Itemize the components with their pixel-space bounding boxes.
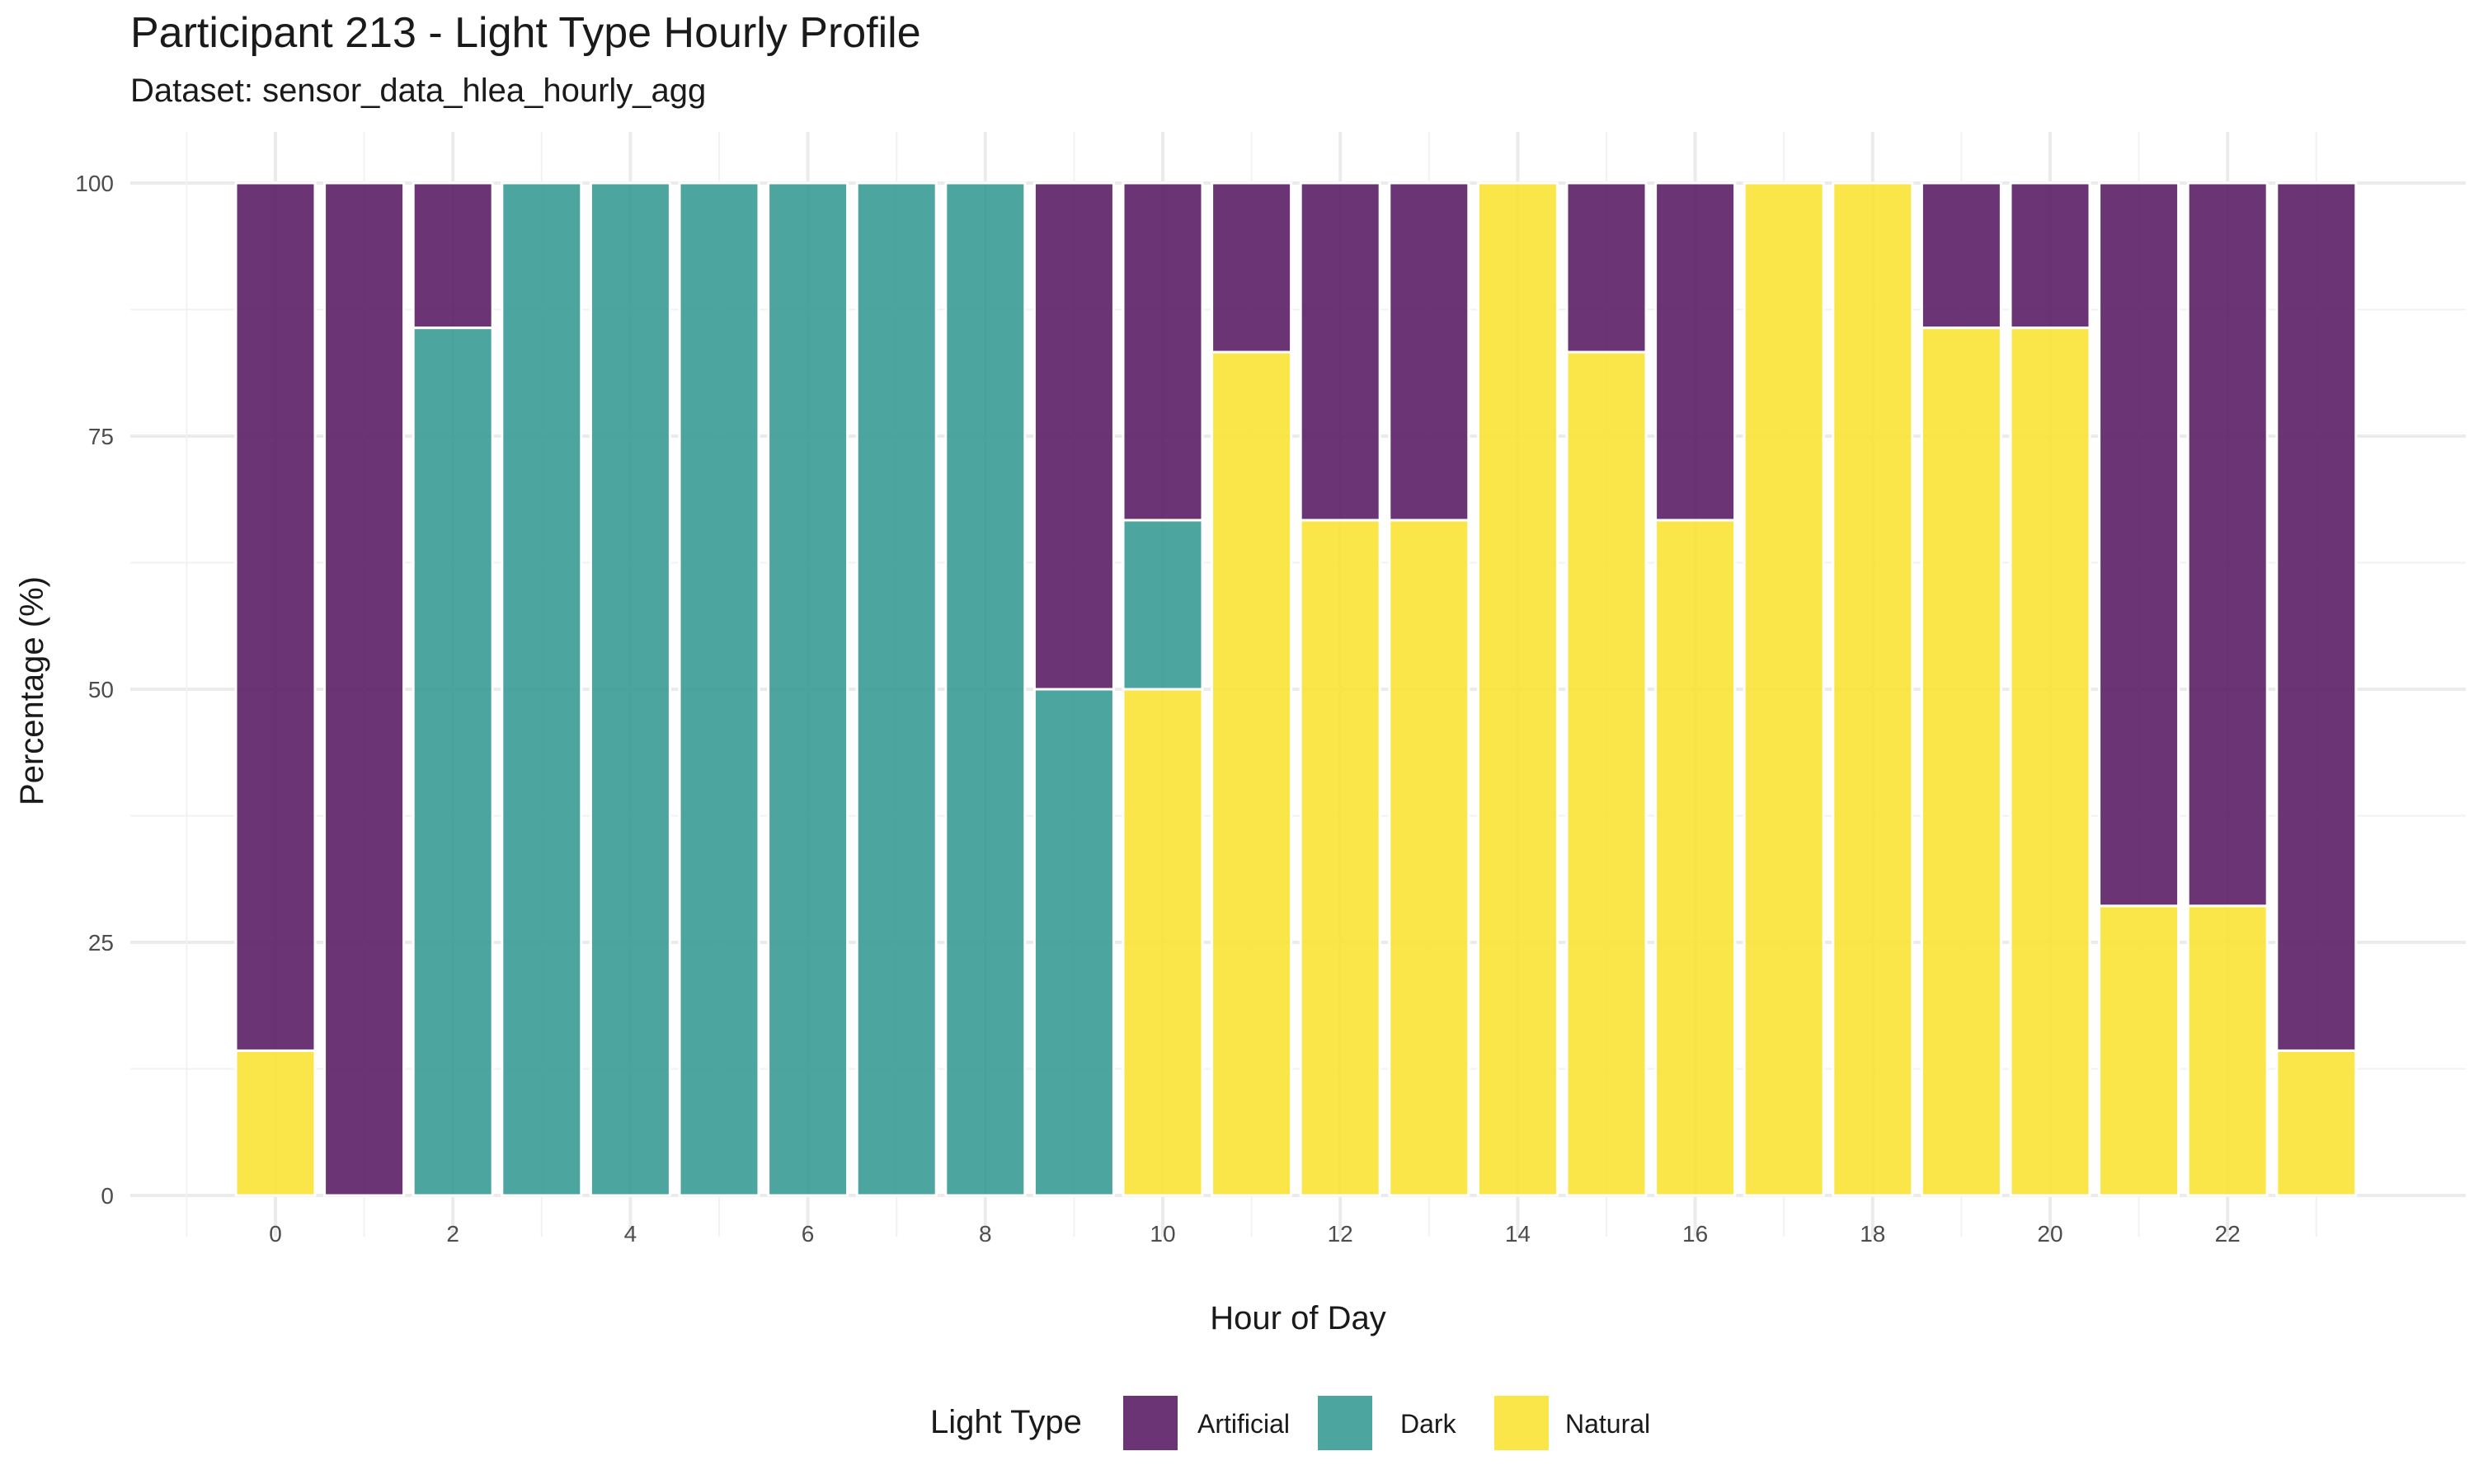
x-tick-label: 6 bbox=[802, 1221, 815, 1247]
y-tick-label: 50 bbox=[88, 677, 114, 702]
bar-dark-hour-5 bbox=[678, 181, 760, 1197]
bar-artificial-hour-21 bbox=[2098, 181, 2180, 908]
bar-artificial-hour-0 bbox=[234, 181, 317, 1052]
chart-subtitle: Dataset: sensor_data_hlea_hourly_agg bbox=[130, 73, 707, 109]
bar-artificial-hour-10 bbox=[1122, 181, 1204, 522]
bar-natural-hour-16 bbox=[1654, 519, 1737, 1197]
bar-natural-hour-18 bbox=[1832, 181, 1914, 1197]
x-tick-label: 8 bbox=[979, 1221, 992, 1247]
bar-artificial-hour-23 bbox=[2275, 181, 2358, 1052]
bar-natural-hour-15 bbox=[1565, 350, 1648, 1197]
bars bbox=[234, 181, 2358, 1197]
bar-natural-hour-21 bbox=[2098, 904, 2180, 1197]
y-tick-label: 0 bbox=[101, 1183, 114, 1209]
bar-natural-hour-23 bbox=[2275, 1049, 2358, 1197]
bar-artificial-hour-16 bbox=[1654, 181, 1737, 522]
bar-dark-hour-6 bbox=[767, 181, 849, 1197]
bar-natural-hour-19 bbox=[1920, 326, 2002, 1197]
x-axis-title: Hour of Day bbox=[1210, 1300, 1385, 1336]
bar-natural-hour-10 bbox=[1122, 688, 1204, 1197]
x-tick-label: 2 bbox=[446, 1221, 459, 1247]
bar-artificial-hour-1 bbox=[323, 181, 406, 1197]
bar-artificial-hour-11 bbox=[1211, 181, 1293, 354]
legend-label-dark: Dark bbox=[1400, 1409, 1457, 1439]
x-axis-ticks: 0 2 4 6 8 10 12 14 16 18 20 22 bbox=[269, 1221, 2241, 1247]
bar-artificial-hour-15 bbox=[1565, 181, 1648, 354]
bar-natural-hour-13 bbox=[1388, 519, 1470, 1197]
bar-artificial-hour-22 bbox=[2186, 181, 2269, 908]
x-tick-label: 20 bbox=[2037, 1221, 2062, 1247]
x-tick-label: 16 bbox=[1682, 1221, 1708, 1247]
bar-natural-hour-12 bbox=[1299, 519, 1381, 1197]
legend-title: Light Type bbox=[930, 1404, 1082, 1440]
y-tick-label: 75 bbox=[88, 424, 114, 449]
legend-swatch-dark bbox=[1318, 1396, 1372, 1450]
x-tick-label: 14 bbox=[1505, 1221, 1531, 1247]
bar-dark-hour-10 bbox=[1122, 519, 1204, 691]
bar-natural-hour-11 bbox=[1211, 350, 1293, 1197]
y-axis-ticks: 0 25 50 75 100 bbox=[75, 171, 114, 1209]
bar-natural-hour-0 bbox=[234, 1049, 317, 1197]
y-tick-label: 25 bbox=[88, 930, 114, 956]
x-tick-label: 12 bbox=[1328, 1221, 1353, 1247]
bar-artificial-hour-13 bbox=[1388, 181, 1470, 522]
bar-dark-hour-2 bbox=[412, 326, 494, 1197]
bar-dark-hour-3 bbox=[501, 181, 583, 1197]
bar-natural-hour-17 bbox=[1743, 181, 1825, 1197]
y-tick-label: 100 bbox=[75, 171, 114, 196]
legend-swatch-artificial bbox=[1123, 1396, 1178, 1450]
x-tick-label: 18 bbox=[1860, 1221, 1885, 1247]
legend-label-artificial: Artificial bbox=[1197, 1409, 1290, 1439]
bar-artificial-hour-20 bbox=[2009, 181, 2091, 330]
legend-items: Artificial Dark Natural bbox=[1123, 1396, 1650, 1450]
bar-natural-hour-22 bbox=[2186, 904, 2269, 1197]
y-axis-title: Percentage (%) bbox=[14, 576, 50, 805]
bar-dark-hour-8 bbox=[944, 181, 1027, 1197]
bar-artificial-hour-19 bbox=[1920, 181, 2002, 330]
chart-title: Participant 213 - Light Type Hourly Prof… bbox=[130, 9, 921, 57]
bar-artificial-hour-12 bbox=[1299, 181, 1381, 522]
x-tick-label: 22 bbox=[2215, 1221, 2241, 1247]
bar-dark-hour-7 bbox=[855, 181, 938, 1197]
x-tick-label: 4 bbox=[624, 1221, 637, 1247]
bar-artificial-hour-9 bbox=[1032, 181, 1115, 691]
bar-artificial-hour-2 bbox=[412, 181, 494, 330]
x-tick-label: 0 bbox=[269, 1221, 282, 1247]
bar-natural-hour-14 bbox=[1476, 181, 1559, 1197]
bar-natural-hour-20 bbox=[2009, 326, 2091, 1197]
bar-dark-hour-4 bbox=[589, 181, 671, 1197]
legend-label-natural: Natural bbox=[1565, 1409, 1650, 1439]
legend-swatch-natural bbox=[1494, 1396, 1549, 1450]
bar-dark-hour-9 bbox=[1032, 688, 1115, 1197]
x-tick-label: 10 bbox=[1150, 1221, 1175, 1247]
legend: Light Type Artificial Dark Natural bbox=[930, 1396, 1650, 1450]
